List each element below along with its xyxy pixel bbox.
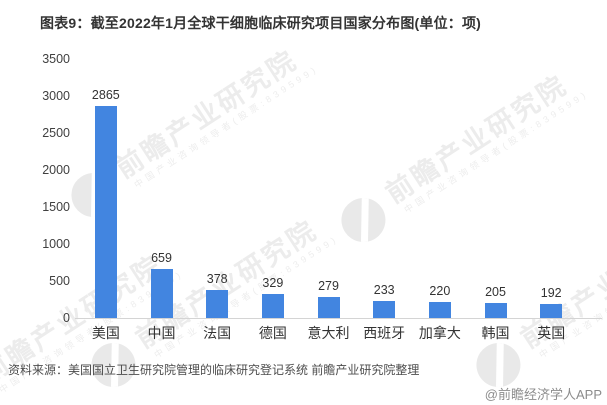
- bar-slot: 220: [412, 59, 468, 318]
- x-axis-category-label: 加拿大: [418, 325, 461, 341]
- y-axis-tick-label: 3500: [42, 52, 70, 66]
- x-axis-category-label: 法国: [203, 325, 232, 341]
- y-axis-tick-label: 2000: [42, 163, 70, 177]
- bar-意大利: [317, 297, 340, 318]
- bar-slot: 2865: [78, 59, 134, 318]
- x-axis-category-label: 英国: [537, 325, 566, 341]
- y-axis: 0 500 1000 1500 2000 2500 3000 3500: [0, 52, 70, 325]
- bar-韩国: [484, 302, 507, 318]
- bar-slot: 192: [523, 59, 579, 318]
- bar-value-label: 659: [151, 251, 172, 266]
- bar-slot: 329: [245, 59, 301, 318]
- y-axis-tick-label: 1500: [42, 200, 70, 214]
- bar-value-label: 192: [540, 285, 562, 300]
- y-axis-tick-label: 500: [49, 274, 70, 288]
- bar-德国: [261, 293, 284, 318]
- bar-加拿大: [428, 301, 451, 318]
- y-axis-tick-label: 2500: [42, 126, 70, 140]
- x-axis-category-label: 中国: [147, 325, 176, 341]
- bar-slot: 279: [301, 59, 357, 318]
- x-axis-category-label: 西班牙: [363, 325, 406, 341]
- bar-value-label: 378: [206, 272, 228, 287]
- credit-note: @前瞻经济学人APP: [484, 387, 602, 402]
- bar-slot: 233: [356, 59, 412, 318]
- x-axis: 美国 中国 法国 德国 意大利 西班牙 加拿大 韩国 英国: [78, 325, 579, 342]
- bar-value-label: 2865: [91, 88, 120, 102]
- x-axis-category-label: 韩国: [481, 325, 510, 341]
- bar-value-label: 279: [318, 279, 339, 294]
- bar-西班牙: [373, 300, 396, 318]
- bar-value-label: 205: [485, 284, 506, 299]
- bar-value-label: 220: [429, 283, 451, 298]
- bar-series: 2865 659 378 329 279 233 220 205 192: [78, 59, 579, 318]
- y-axis-tick-label: 0: [63, 311, 70, 325]
- x-axis-category-label: 意大利: [307, 325, 350, 341]
- bar-value-label: 233: [373, 282, 395, 297]
- y-axis-tick-label: 3000: [42, 89, 70, 103]
- bar-美国: [94, 106, 117, 318]
- x-axis-line: [75, 318, 602, 319]
- plot-area: 2865 659 378 329 279 233 220 205 192: [78, 59, 579, 318]
- bar-value-label: 329: [262, 275, 284, 290]
- y-axis-tick-label: 1000: [42, 237, 70, 251]
- bar-slot: 378: [189, 59, 245, 318]
- bar-英国: [540, 303, 563, 318]
- bar-法国: [206, 290, 229, 318]
- x-axis-category-label: 德国: [258, 325, 287, 341]
- bar-中国: [150, 269, 173, 318]
- bar-slot: 659: [134, 59, 190, 318]
- x-axis-category-label: 美国: [91, 325, 120, 341]
- chart-title: 图表9：截至2022年1月全球干细胞临床研究项目国家分布图(单位：项): [40, 15, 482, 31]
- source-note: 资料来源：美国国立卫生研究院管理的临床研究登记系统 前瞻产业研究院整理: [8, 363, 420, 377]
- bar-slot: 205: [468, 59, 524, 318]
